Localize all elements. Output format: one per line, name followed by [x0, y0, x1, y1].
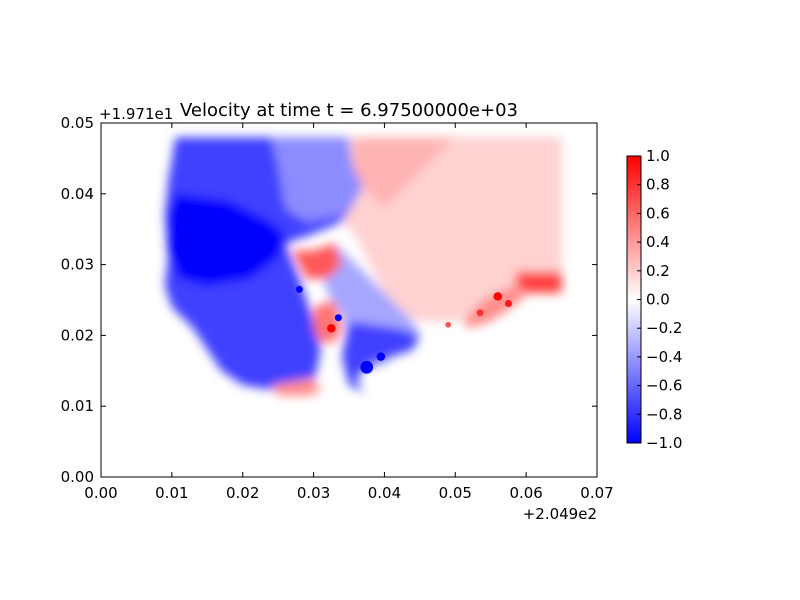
plot-area [100, 122, 598, 478]
velocity-spot-8 [445, 321, 452, 328]
x-axis: 0.00 0.01 0.02 0.03 0.04 0.05 0.06 0.07 [84, 123, 614, 502]
region-east-strip [515, 271, 562, 293]
velocity-spot-1 [376, 352, 386, 361]
colorbar-tick-label: −0.6 [646, 377, 682, 395]
region-north-lobe [271, 137, 364, 223]
y-tick-label: 0.03 [61, 256, 94, 274]
y-tick-label: 0.02 [61, 326, 94, 344]
heatmap-fields [164, 137, 562, 396]
y-offset-label: +1.971e1 [99, 105, 173, 123]
region-west-core [168, 193, 286, 286]
colorbar-tick-label: −0.4 [646, 348, 682, 366]
y-tick-label: 0.01 [61, 397, 94, 415]
colorbar-tick-label: 0.6 [646, 204, 670, 222]
velocity-spot-5 [493, 292, 503, 301]
colorbar-tick-label: 0.4 [646, 233, 670, 251]
plot-frame [100, 122, 598, 478]
y-tick-label: 0.00 [61, 468, 94, 486]
velocity-spot-3 [295, 285, 303, 293]
x-tick-label: 0.01 [155, 484, 188, 502]
x-tick-label: 0.03 [297, 484, 330, 502]
colorbar-tick-label: 0.8 [646, 176, 670, 194]
region-channel-red [292, 243, 342, 279]
velocity-spot-2 [334, 314, 342, 322]
region-east-glow [352, 137, 456, 208]
colorbar-ticks: 1.0 0.8 0.6 0.4 0.2 0.0 −0.2 −0.4 −0.6 −0.8 −1.0 [637, 147, 682, 452]
x-tick-label: 0.07 [580, 484, 613, 502]
y-axis: 0.00 0.01 0.02 0.03 0.04 0.05 [61, 114, 597, 486]
colorbar-tick-label: 0.2 [646, 262, 670, 280]
y-tick-label: 0.05 [61, 114, 94, 132]
chart-title: Velocity at time t = 6.97500000e+03 [180, 100, 518, 121]
heatmap-layer [164, 137, 562, 396]
colorbar: 1.0 0.8 0.6 0.4 0.2 0.0 −0.2 −0.4 −0.6 −0.8 −1.0 [626, 147, 682, 452]
x-offset-label: +2.049e2 [523, 505, 597, 523]
x-tick-label: 0.00 [84, 484, 117, 502]
colorbar-tick-label: −0.8 [646, 405, 682, 423]
colorbar-tick-label: 1.0 [646, 147, 670, 165]
velocity-spot-6 [476, 309, 484, 317]
velocity-spot-0 [360, 360, 374, 374]
y-tick-label: 0.04 [61, 185, 94, 203]
velocity-spot-4 [326, 324, 336, 333]
region-channel-red-south [313, 300, 342, 343]
region-east-shelf [462, 285, 530, 329]
colorbar-tick-label: −0.2 [646, 319, 682, 337]
x-tick-label: 0.02 [226, 484, 259, 502]
velocity-spot-7 [504, 300, 512, 308]
x-tick-label: 0.05 [439, 484, 472, 502]
region-south-patch [271, 377, 321, 396]
colorbar-tick-label: −1.0 [646, 434, 682, 452]
x-tick-label: 0.04 [368, 484, 401, 502]
x-tick-label: 0.06 [509, 484, 542, 502]
colorbar-tick-label: 0.0 [646, 291, 670, 309]
